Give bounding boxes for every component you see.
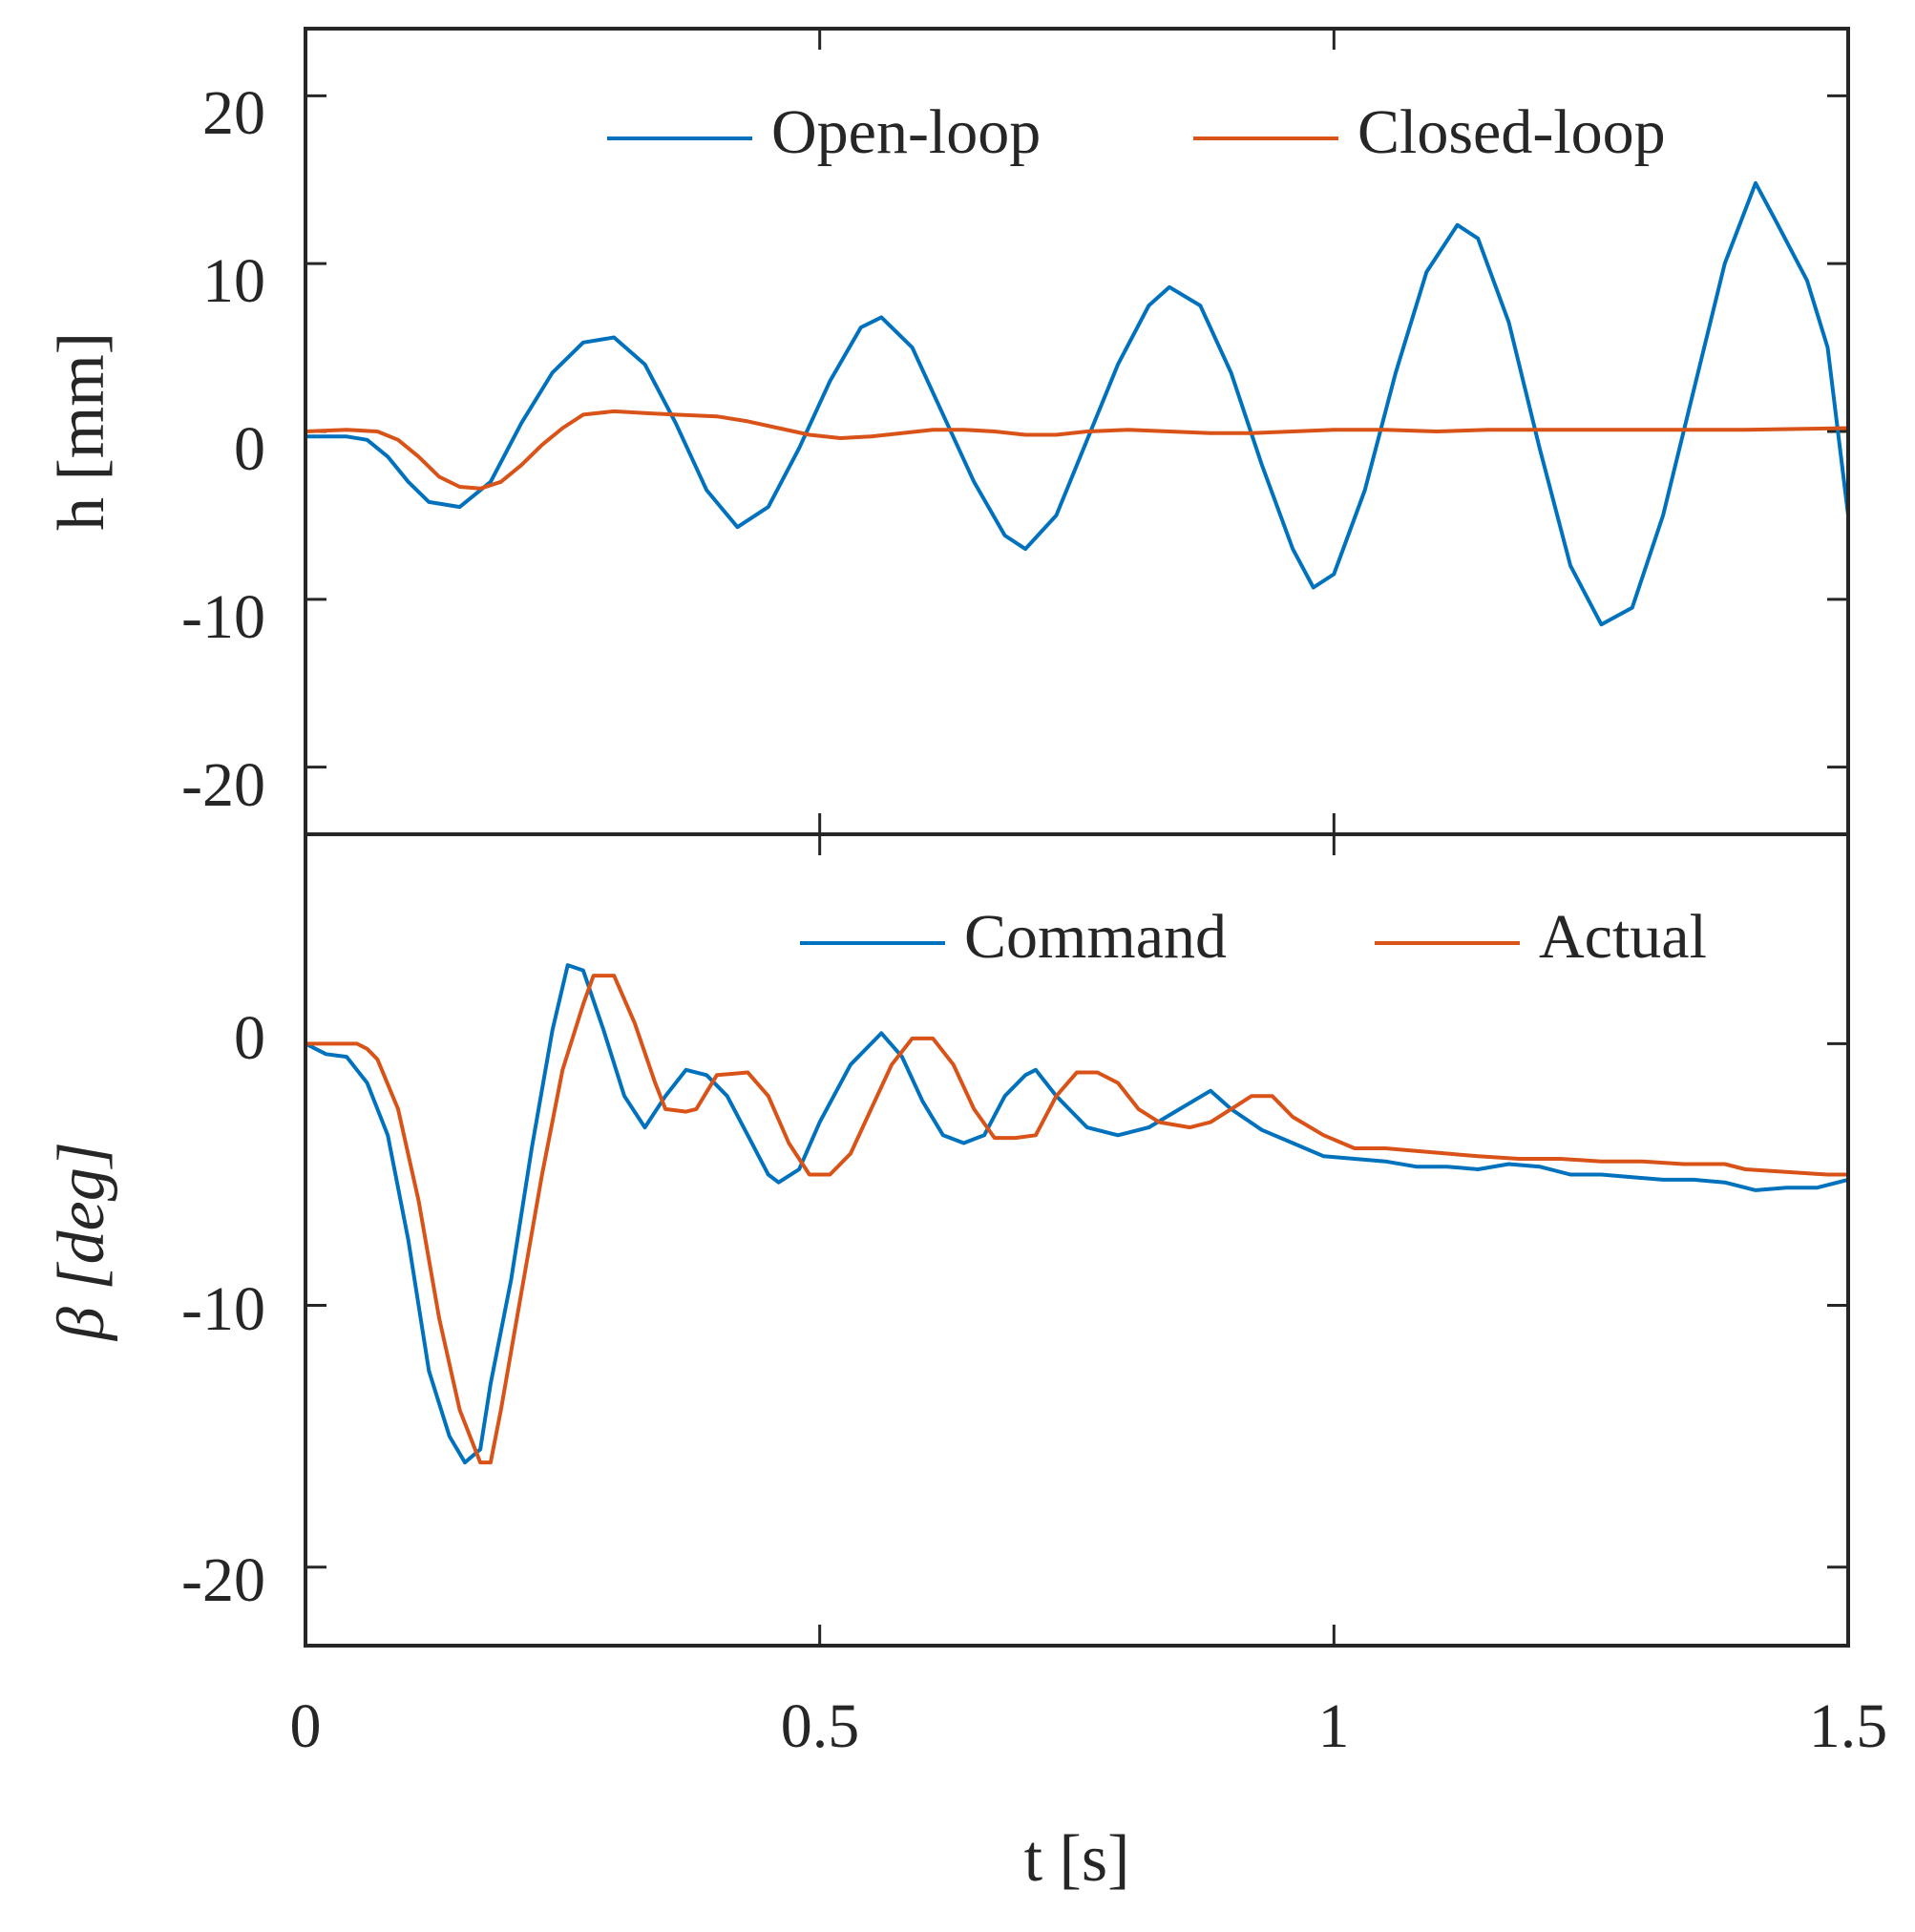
actual-line <box>305 974 1848 1465</box>
top-legend: Open-loop Closed-loop <box>607 97 1666 167</box>
top-ytick-label-20: 20 <box>202 78 265 148</box>
top-ytick-label-10: 10 <box>202 246 265 316</box>
bottom-legend: Command Actual <box>800 902 1707 972</box>
bottom-ylabel: β [deg] <box>45 1142 118 1342</box>
xtick-label-0: 0 <box>290 1691 322 1761</box>
top-ytick-label-neg20: -20 <box>181 750 265 820</box>
top-ytick-label-neg10: -10 <box>181 582 265 652</box>
bottom-ytick-label-0: 0 <box>234 1003 265 1073</box>
top-series-group <box>305 180 1848 627</box>
bottom-ytick-label-neg20: -20 <box>181 1545 265 1615</box>
bottom-ytick-label-neg10: -10 <box>181 1274 265 1344</box>
open-loop-line <box>305 180 1848 627</box>
bottom-series-group <box>305 963 1848 1465</box>
command-line <box>305 963 1848 1465</box>
bottom-panel: 0 -10 -20 0 0.5 1 1.5 t [s] β [deg] Comm… <box>45 832 1888 1896</box>
xlabel: t [s] <box>1024 1822 1130 1896</box>
command-legend-label: Command <box>964 902 1227 972</box>
top-panel: 20 10 0 -10 -20 h [mm] Open-loop Closed-… <box>45 27 1850 836</box>
top-ylabel: h [mm] <box>45 332 118 531</box>
top-ytick-label-0: 0 <box>234 414 265 484</box>
xtick-label-1: 1 <box>1318 1691 1350 1761</box>
open-loop-legend-label: Open-loop <box>771 97 1041 167</box>
closed-loop-line <box>305 409 1848 491</box>
closed-loop-legend-label: Closed-loop <box>1357 97 1666 167</box>
actual-legend-label: Actual <box>1539 902 1707 972</box>
xtick-label-0.5: 0.5 <box>781 1691 860 1761</box>
bottom-axes-box <box>304 832 1850 1648</box>
xtick-label-1.5: 1.5 <box>1809 1691 1888 1761</box>
